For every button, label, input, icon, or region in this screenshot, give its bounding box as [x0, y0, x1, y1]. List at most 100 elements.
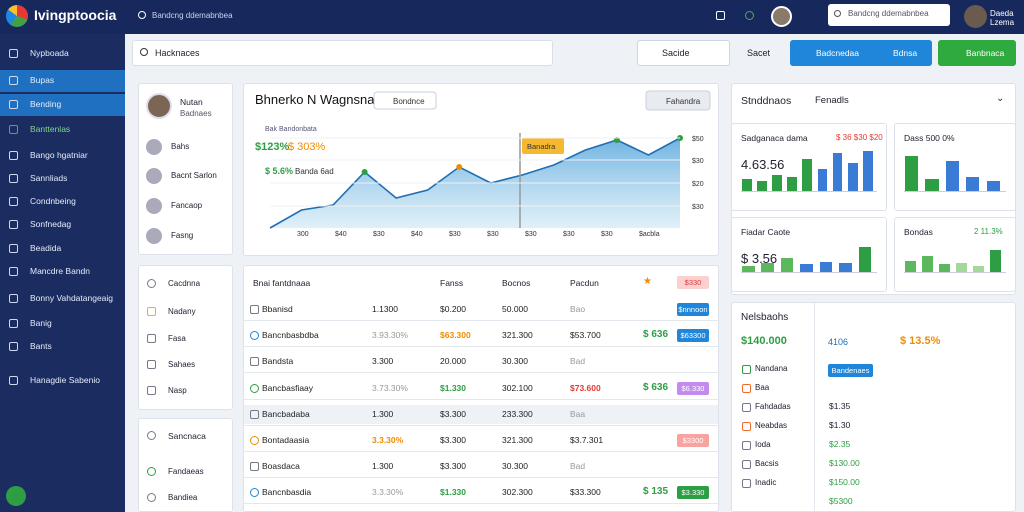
- profile-name: Nutan: [180, 97, 203, 107]
- menu2-item[interactable]: Fandaeas: [168, 467, 204, 476]
- icon: [742, 460, 751, 469]
- summary-item[interactable]: Ioda: [755, 440, 771, 449]
- stat-title: Sadganaca dama: [741, 133, 808, 143]
- stat-bar: [990, 250, 1002, 272]
- y-tick-label: $30: [692, 204, 704, 211]
- user-name: Daeda Lzema: [990, 9, 1015, 27]
- x-tick-label: $30: [563, 231, 575, 238]
- table-cell: Bancbadaba: [262, 408, 310, 419]
- table-cell: 1.300: [372, 408, 394, 419]
- success-button[interactable]: [938, 40, 1016, 66]
- table-cell: 3.3.30%: [372, 487, 404, 498]
- table-cell: Bad: [570, 461, 586, 472]
- table-header: Fanss: [440, 278, 464, 288]
- sidebar-item[interactable]: Banig: [30, 318, 52, 328]
- summary-button[interactable]: Bandenaes: [828, 364, 873, 377]
- menu-item[interactable]: Sahaes: [168, 360, 196, 369]
- summary-item[interactable]: Inadic: [755, 478, 777, 487]
- profile-item[interactable]: Bacnt Sarlon: [171, 171, 217, 180]
- toolbar-link[interactable]: Sacet: [747, 48, 771, 58]
- stat-bar: [787, 177, 798, 191]
- icon: [147, 360, 156, 369]
- stat-bar: [772, 175, 783, 191]
- icon: [742, 441, 751, 450]
- sidebar-item[interactable]: Bupas: [30, 75, 55, 85]
- x-tick-label: $40: [411, 231, 423, 238]
- search-icon: [138, 11, 146, 19]
- menu-item[interactable]: Fasa: [168, 334, 186, 343]
- table-cell: Bancnbasdia: [262, 487, 312, 498]
- menu-item[interactable]: Cacdnna: [168, 279, 201, 288]
- stat-bar: [922, 255, 934, 272]
- profile-item[interactable]: Fancaop: [171, 201, 203, 210]
- sidebar-item[interactable]: Banttenlas: [30, 124, 71, 134]
- icon: [147, 431, 156, 440]
- icon: [9, 376, 18, 385]
- icon: [250, 305, 259, 314]
- stat-bar: [800, 264, 813, 272]
- success-button-text[interactable]: Banbnaca: [966, 48, 1005, 58]
- summary-item[interactable]: Nandana: [755, 364, 788, 373]
- sidebar-item[interactable]: Bango hgatniar: [30, 150, 88, 160]
- summary-value: $1.35: [829, 401, 851, 411]
- row-divider: [244, 398, 718, 400]
- sidebar-item[interactable]: Beadida: [30, 243, 62, 253]
- toolbar-button-text[interactable]: Sacide: [662, 48, 690, 58]
- avatar: [146, 139, 162, 155]
- search-icon: [140, 48, 148, 56]
- primary-button-text[interactable]: Bdnsa: [893, 48, 918, 58]
- avatar: [146, 168, 162, 184]
- table-cell: Bbanisd: [262, 304, 293, 314]
- sidebar-item[interactable]: Bonny Vahdatangeaig: [30, 293, 114, 303]
- primary-button-text[interactable]: Badcnedaa: [816, 48, 860, 58]
- table-badge: $6.330: [677, 381, 709, 395]
- toolbar-search-text[interactable]: Hacknaces: [155, 48, 200, 58]
- table-cell: $33.300: [570, 487, 601, 498]
- avatar: [146, 198, 162, 214]
- summary-panel: [731, 302, 1016, 512]
- x-tick-label: $acbla: [639, 231, 660, 238]
- menu2-item[interactable]: Bandiea: [168, 493, 198, 502]
- stat-bar: [945, 161, 960, 191]
- stat-bar: [757, 181, 767, 191]
- table-cell: $1.330: [440, 487, 466, 498]
- sidebar-item[interactable]: Hanagdie Sabenio: [30, 375, 100, 385]
- profile-item[interactable]: Bahs: [171, 142, 190, 151]
- stat-note: 2 11.3%: [974, 227, 1003, 236]
- summary-item[interactable]: Neabdas: [755, 421, 788, 430]
- sidebar-item[interactable]: Mancdre Bandn: [30, 266, 91, 276]
- sidebar-item[interactable]: Sannliads: [30, 173, 68, 183]
- top-search: Bandcng ddemabnbea: [152, 11, 233, 20]
- menu-item[interactable]: Nadany: [168, 307, 196, 316]
- table-cell: 3.93.30%: [372, 330, 408, 341]
- sidebar-active: [0, 70, 125, 92]
- sidebar-item[interactable]: Bending: [30, 99, 62, 109]
- summary-item[interactable]: Bacsis: [755, 459, 779, 468]
- stat-axis: [904, 191, 1006, 192]
- row-divider: [244, 320, 718, 321]
- stats-tab[interactable]: Fenadls: [815, 95, 849, 106]
- menu-item[interactable]: Nasp: [168, 386, 187, 395]
- toolbar-search[interactable]: [132, 40, 553, 66]
- stat-bar: [905, 156, 919, 191]
- stat-bar: [966, 177, 980, 191]
- stat-bar: [956, 263, 968, 272]
- profile-item[interactable]: Fasng: [171, 231, 194, 240]
- summary-item[interactable]: Fahdadas: [755, 402, 791, 411]
- filter: [645, 90, 711, 111]
- icon: [742, 479, 751, 488]
- stat-value: $ 3.56: [741, 251, 778, 266]
- toolbar-button[interactable]: [637, 40, 730, 66]
- summary-item[interactable]: Baa: [755, 383, 770, 392]
- icon: [147, 279, 156, 288]
- primary-button[interactable]: [790, 40, 932, 66]
- sidebar-item[interactable]: Condnbeing: [30, 196, 76, 206]
- small-value: $ 5.6%: [265, 166, 293, 176]
- icon: [9, 151, 18, 160]
- sidebar-item[interactable]: Sonfnedag: [30, 219, 72, 229]
- sidebar-item[interactable]: Bants: [30, 341, 52, 351]
- sidebar-button: [6, 486, 26, 506]
- sidebar-item[interactable]: Nypboada: [30, 48, 69, 58]
- icon: [9, 197, 18, 206]
- menu2-title[interactable]: Sancnaca: [168, 431, 206, 441]
